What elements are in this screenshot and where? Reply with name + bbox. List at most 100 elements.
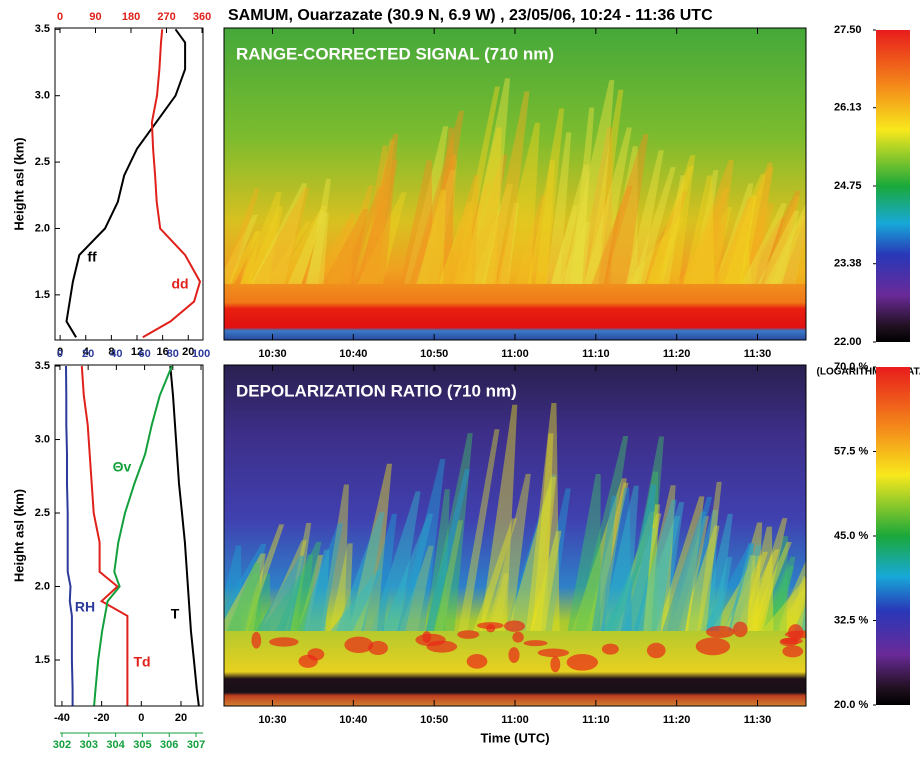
plume — [417, 189, 446, 284]
y-tick-label: 3.5 — [35, 23, 50, 35]
colorbar-tick-label: 22.00 — [834, 336, 862, 348]
plume — [571, 478, 627, 631]
profile-line — [142, 29, 202, 339]
plume — [360, 139, 395, 284]
plume — [578, 127, 613, 284]
plume — [473, 518, 517, 631]
x-tick-label: 11:10 — [582, 714, 610, 726]
plume — [525, 403, 560, 631]
plume — [259, 576, 304, 631]
plume — [728, 543, 754, 631]
plume — [535, 160, 556, 284]
plume — [240, 231, 261, 284]
x2-tick-label: 90 — [89, 11, 101, 23]
plume — [787, 576, 806, 631]
panel-title: RANGE-CORRECTED SIGNAL (710 nm) — [236, 44, 554, 63]
plume — [600, 487, 632, 631]
plume — [563, 80, 615, 284]
plume — [226, 562, 262, 631]
plume — [633, 499, 677, 631]
plume — [775, 560, 806, 631]
plume — [677, 224, 723, 284]
plume — [224, 573, 260, 631]
plume — [761, 536, 788, 631]
plume — [625, 217, 684, 284]
plume — [499, 202, 519, 284]
plume — [625, 150, 664, 284]
colorbar-tick-label: 57.5 % — [834, 445, 868, 457]
plume — [485, 91, 530, 284]
y-tick-label: 2.5 — [35, 507, 50, 519]
plume — [550, 205, 579, 284]
x2-tick-label: 80 — [167, 348, 179, 360]
depol-patch — [269, 637, 299, 647]
depol-patch — [368, 640, 388, 656]
plume — [487, 473, 531, 631]
plume — [251, 183, 308, 284]
depol-patch — [566, 654, 598, 671]
plume — [591, 495, 617, 631]
plume — [371, 491, 421, 631]
plume — [224, 214, 258, 284]
x3-tick-label: 302 — [53, 739, 71, 751]
plume — [727, 203, 775, 284]
plume — [397, 459, 446, 631]
plume — [711, 555, 761, 631]
series-label: Θv — [113, 459, 132, 475]
plume — [764, 203, 806, 284]
plume — [715, 183, 754, 284]
plume — [381, 513, 434, 631]
plume — [683, 175, 715, 284]
plume — [621, 436, 665, 631]
x3-tick-label: 305 — [133, 739, 151, 751]
plume — [656, 496, 705, 631]
plume — [224, 188, 260, 284]
plume — [472, 183, 513, 284]
plume — [575, 435, 629, 631]
plume — [717, 218, 752, 284]
plume — [361, 513, 397, 631]
plume — [715, 197, 754, 284]
plume — [618, 513, 662, 631]
plume — [327, 213, 356, 284]
x-axis-label: Time (UTC) — [480, 730, 549, 745]
aerosol-plumes — [224, 78, 806, 284]
plume — [507, 476, 557, 631]
plume — [461, 127, 502, 284]
depol-patch — [344, 636, 374, 654]
x2-tick-label: 20 — [82, 348, 94, 360]
x2-tick-label: 270 — [157, 11, 175, 23]
plume — [238, 573, 271, 631]
x-tick-label: 16 — [157, 346, 169, 358]
depol-patch — [782, 645, 804, 658]
colorbar-tick-label: 27.50 — [834, 24, 862, 36]
x-tick-label: 11:30 — [744, 714, 772, 726]
y-tick-label: 2.0 — [35, 222, 50, 234]
plume — [431, 159, 458, 284]
plume — [430, 127, 454, 284]
plume — [285, 522, 312, 631]
plume — [724, 196, 757, 284]
plume — [425, 489, 450, 631]
plume — [357, 192, 407, 284]
plume — [438, 201, 473, 284]
plume — [792, 605, 806, 631]
x2-tick-label: 60 — [138, 348, 150, 360]
y-axis-label: Height asl (km) — [11, 489, 26, 582]
plume — [632, 167, 676, 284]
x-tick-label: 0 — [138, 712, 144, 724]
plume — [489, 573, 509, 631]
x2-tick-label: 180 — [122, 11, 140, 23]
plume — [224, 553, 266, 631]
y-tick-label: 3.0 — [35, 90, 50, 102]
depol-patch — [550, 656, 561, 673]
plume — [224, 544, 267, 631]
plume — [239, 524, 285, 631]
y-tick-label: 3.0 — [35, 433, 50, 445]
plume — [679, 510, 718, 631]
plume — [339, 186, 384, 284]
plot-frame — [54, 364, 204, 707]
plume — [579, 198, 609, 284]
plume — [681, 188, 730, 284]
